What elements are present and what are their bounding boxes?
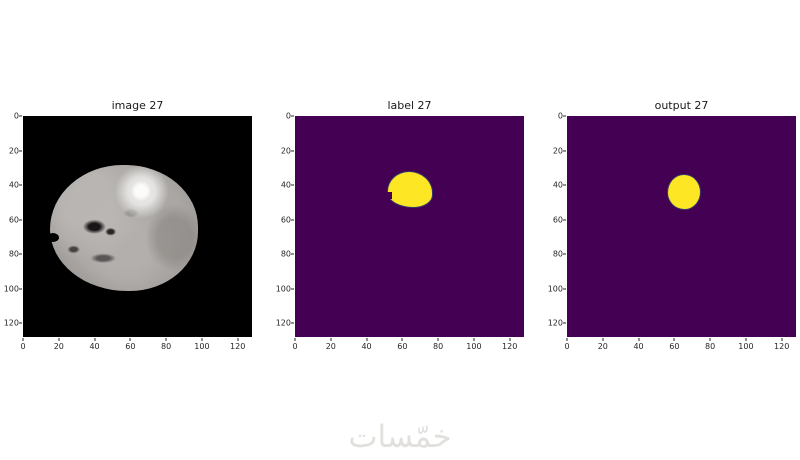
y-axis-tick-labels: 0 20 40 60 80 100 120 — [547, 111, 563, 328]
subplot-image-27: image 27 0 20 40 60 80 100 120 0 20 40 60 80 100 120 — [4, 98, 252, 356]
mri-bright-lesion — [126, 177, 156, 205]
subplot-title: label 27 — [387, 99, 432, 112]
label-tumor-blob — [386, 172, 432, 207]
khamsat-watermark: خمّسات — [348, 419, 452, 455]
output-tumor-blob — [668, 174, 700, 210]
x-axis-tick-marks — [566, 116, 796, 341]
y-axis-tick-labels: 0 20 40 60 80 100 120 — [3, 111, 19, 328]
subplot-title: output 27 — [654, 99, 709, 112]
x-axis-tick-marks — [294, 116, 524, 341]
y-axis-tick-marks — [291, 115, 524, 337]
subplot-output-27: output 27 0 20 40 60 80 100 120 0 20 40 60 80 100 12… — [548, 98, 796, 356]
x-axis-tick-labels: 0 20 40 60 80 100 120 — [20, 342, 246, 351]
y-axis-tick-marks — [563, 115, 796, 337]
label-mask-plot-area — [291, 115, 524, 341]
mri-plot-area — [19, 115, 252, 341]
y-axis-tick-labels: 0 20 40 60 80 100 120 — [275, 111, 291, 328]
subplot-title: image 27 — [111, 99, 164, 112]
x-axis-tick-labels: 0 20 40 60 80 100 120 — [292, 342, 518, 351]
x-axis-tick-marks — [22, 116, 252, 341]
x-axis-tick-labels: 0 20 40 60 80 100 120 — [564, 342, 790, 351]
mri-brain-image — [47, 165, 198, 291]
y-axis-tick-marks — [19, 115, 252, 337]
output-mask-plot-area — [563, 115, 796, 341]
subplot-label-27: label 27 0 20 40 60 80 100 120 0 20 40 60 80 100 120 — [276, 98, 524, 356]
